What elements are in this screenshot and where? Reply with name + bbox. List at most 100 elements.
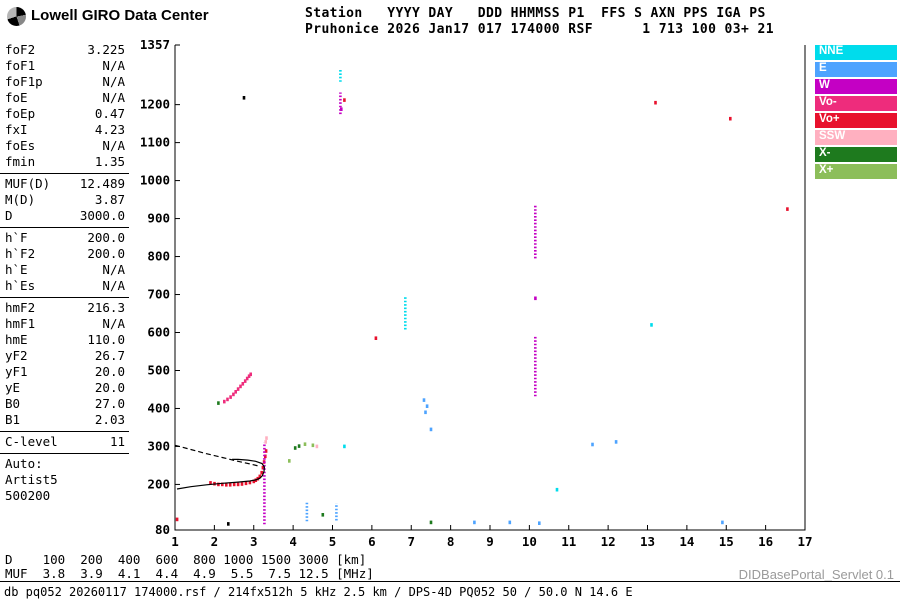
station-info: Station YYYY DAY DDD HHMMSS P1 FFS S AXN… <box>305 6 774 38</box>
param-row-hme: hmE 110.0 <box>0 332 129 348</box>
svg-text:1357: 1357 <box>140 38 170 52</box>
param-row-h-es: h`Es N/A <box>0 278 129 294</box>
param-row-muf-d-: MUF(D) 12.489 <box>0 176 129 192</box>
legend-item-x: X- <box>815 147 897 162</box>
muf-table-row: MUF 3.8 3.9 4.1 4.4 4.9 5.5 7.5 12.5 [MH… <box>5 566 374 581</box>
param-row-yf2: yF2 26.7 <box>0 348 129 364</box>
legend-item-vo: Vo- <box>815 96 897 111</box>
param-row-ye: yE 20.0 <box>0 380 129 396</box>
param-row-c-level: C-level 11 <box>0 434 129 450</box>
svg-text:1: 1 <box>171 534 179 549</box>
param-row-hmf2: hmF2 216.3 <box>0 300 129 316</box>
svg-text:80: 80 <box>155 522 170 537</box>
ionogram-plot: 8020030040050060070080090010001100120013… <box>140 38 813 549</box>
svg-text:16: 16 <box>758 534 773 549</box>
param-value: 200.0 <box>87 230 125 245</box>
svg-text:600: 600 <box>147 325 170 340</box>
param-row-foe: foE N/A <box>0 90 129 106</box>
distance-table-row: D 100 200 400 600 800 1000 1500 3000 [km… <box>5 552 367 567</box>
param-value: N/A <box>102 74 125 89</box>
svg-text:11: 11 <box>561 534 576 549</box>
param-value: 12.489 <box>79 176 125 191</box>
legend-item-w: W <box>815 79 897 94</box>
autoscaler-line: Artist5 <box>5 472 58 487</box>
svg-text:5: 5 <box>329 534 337 549</box>
status-divider <box>0 581 900 582</box>
svg-text:17: 17 <box>797 534 812 549</box>
param-value: 3000.0 <box>79 208 125 223</box>
param-value: 200.0 <box>87 246 125 261</box>
param-divider <box>0 453 129 454</box>
giro-logo-icon <box>7 7 26 26</box>
svg-text:9: 9 <box>486 534 494 549</box>
param-row-hmf1: hmF1 N/A <box>0 316 129 332</box>
param-row-fmin: fmin 1.35 <box>0 154 129 170</box>
param-row-foes: foEs N/A <box>0 138 129 154</box>
param-value: 26.7 <box>94 348 125 363</box>
param-label: foF1p <box>5 74 43 89</box>
param-row-fof1p: foF1p N/A <box>0 74 129 90</box>
param-value: N/A <box>102 278 125 293</box>
direction-legend: NNE E W Vo- Vo+ SSW X- X+ <box>815 45 897 181</box>
parameter-panel: foF2 3.225 foF1 N/A foF1p N/A foE N/A foEp 0.47 fx… <box>0 42 129 504</box>
param-row-h-e: h`E N/A <box>0 262 129 278</box>
legend-item-ssw: SSW <box>815 130 897 145</box>
svg-text:6: 6 <box>368 534 376 549</box>
param-label: h`Es <box>5 278 36 293</box>
svg-text:400: 400 <box>147 400 170 415</box>
svg-text:7: 7 <box>407 534 415 549</box>
legend-item-vo: Vo+ <box>815 113 897 128</box>
param-label: foE <box>5 90 28 105</box>
legend-item-x: X+ <box>815 164 897 179</box>
svg-text:800: 800 <box>147 249 170 264</box>
param-label: yE <box>5 380 21 395</box>
param-label: MUF(D) <box>5 176 51 191</box>
param-divider <box>0 297 129 298</box>
param-row-foep: foEp 0.47 <box>0 106 129 122</box>
legend-item-nne: NNE <box>815 45 897 60</box>
param-row-fof2: foF2 3.225 <box>0 42 129 58</box>
param-row-fxi: fxI 4.23 <box>0 122 129 138</box>
param-value: 4.23 <box>94 122 125 137</box>
svg-text:2: 2 <box>211 534 219 549</box>
param-label: B0 <box>5 396 21 411</box>
legend-item-e: E <box>815 62 897 77</box>
param-value: N/A <box>102 90 125 105</box>
param-divider <box>0 173 129 174</box>
param-value: N/A <box>102 262 125 277</box>
param-value: N/A <box>102 138 125 153</box>
param-label: M(D) <box>5 192 36 207</box>
param-label: hmE <box>5 332 28 347</box>
param-label: h`F2 <box>5 246 36 261</box>
param-value: 216.3 <box>87 300 125 315</box>
param-value: 1.35 <box>94 154 125 169</box>
param-label: foEp <box>5 106 36 121</box>
param-label: fxI <box>5 122 28 137</box>
svg-text:700: 700 <box>147 287 170 302</box>
param-row-yf1: yF1 20.0 <box>0 364 129 380</box>
svg-text:8: 8 <box>447 534 455 549</box>
svg-text:12: 12 <box>601 534 616 549</box>
svg-text:1000: 1000 <box>140 173 170 188</box>
svg-text:1200: 1200 <box>140 97 170 112</box>
param-row-b0: B0 27.0 <box>0 396 129 412</box>
svg-text:10: 10 <box>522 534 537 549</box>
param-label: fmin <box>5 154 36 169</box>
param-label: foEs <box>5 138 36 153</box>
svg-text:900: 900 <box>147 211 170 226</box>
param-value: 110.0 <box>87 332 125 347</box>
param-divider <box>0 227 129 228</box>
param-value: 2.03 <box>94 412 125 427</box>
param-row-h-f2: h`F2 200.0 <box>0 246 129 262</box>
svg-text:1100: 1100 <box>140 135 170 150</box>
param-label: D <box>5 208 13 223</box>
param-value: N/A <box>102 316 125 331</box>
param-row-m-d-: M(D) 3.87 <box>0 192 129 208</box>
param-value: 3.225 <box>87 42 125 57</box>
param-value: N/A <box>102 58 125 73</box>
param-label: h`E <box>5 262 28 277</box>
svg-text:15: 15 <box>719 534 734 549</box>
param-value: 27.0 <box>94 396 125 411</box>
param-value: 20.0 <box>94 364 125 379</box>
svg-text:300: 300 <box>147 438 170 453</box>
